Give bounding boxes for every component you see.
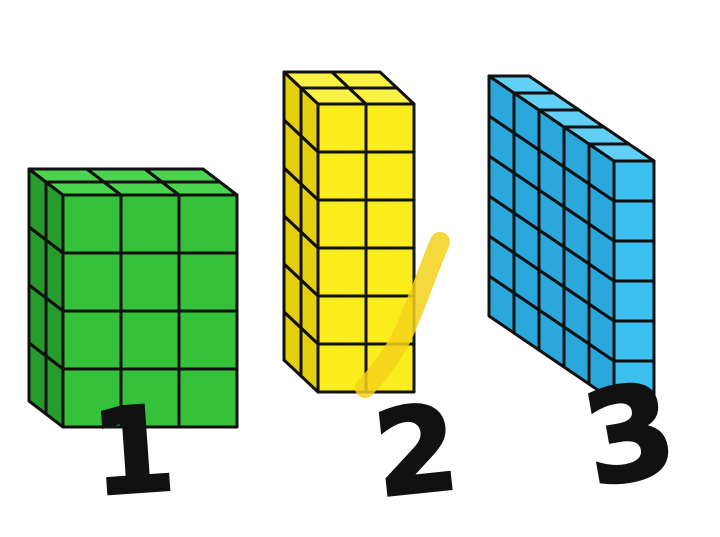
label-2: 2 [367,377,466,526]
cube-front-face [364,198,416,250]
cube-side-face [282,310,303,378]
cube-front-face [119,251,181,313]
label-1: 1 [86,378,181,524]
cube-front-face [177,193,239,255]
cube-front-face [612,319,656,363]
cube-front-face [316,294,368,346]
cube-front-face [364,150,416,202]
cube-top-face [487,74,556,95]
yellow-prism [282,70,450,398]
cube-front-face [177,251,239,313]
cube-side-face [27,341,48,416]
green-prism [27,167,239,429]
cube-front-face [177,309,239,371]
cube-front-face [612,159,656,203]
cube-front-face [61,309,123,371]
cube-front-face [61,193,123,255]
cube-front-face [119,309,181,371]
cube-front-face [316,102,368,154]
cube-front-face [364,246,416,298]
cube-front-face [177,367,239,429]
cube-top-face [330,70,399,90]
cube-side-face [44,354,65,429]
cube-side-face [487,274,516,335]
cube-front-face [316,198,368,250]
cube-front-face [316,150,368,202]
cube-front-face [612,359,656,403]
cube-front-face [612,279,656,323]
cube-top-face [143,167,222,184]
cube-front-face [119,193,181,255]
cube-front-face [612,199,656,243]
cube-front-face [316,246,368,298]
cube-front-face [364,102,416,154]
cube-front-face [61,251,123,313]
highlighter-mark [355,232,450,398]
cube-front-face [612,239,656,283]
blue-prism [487,74,656,403]
